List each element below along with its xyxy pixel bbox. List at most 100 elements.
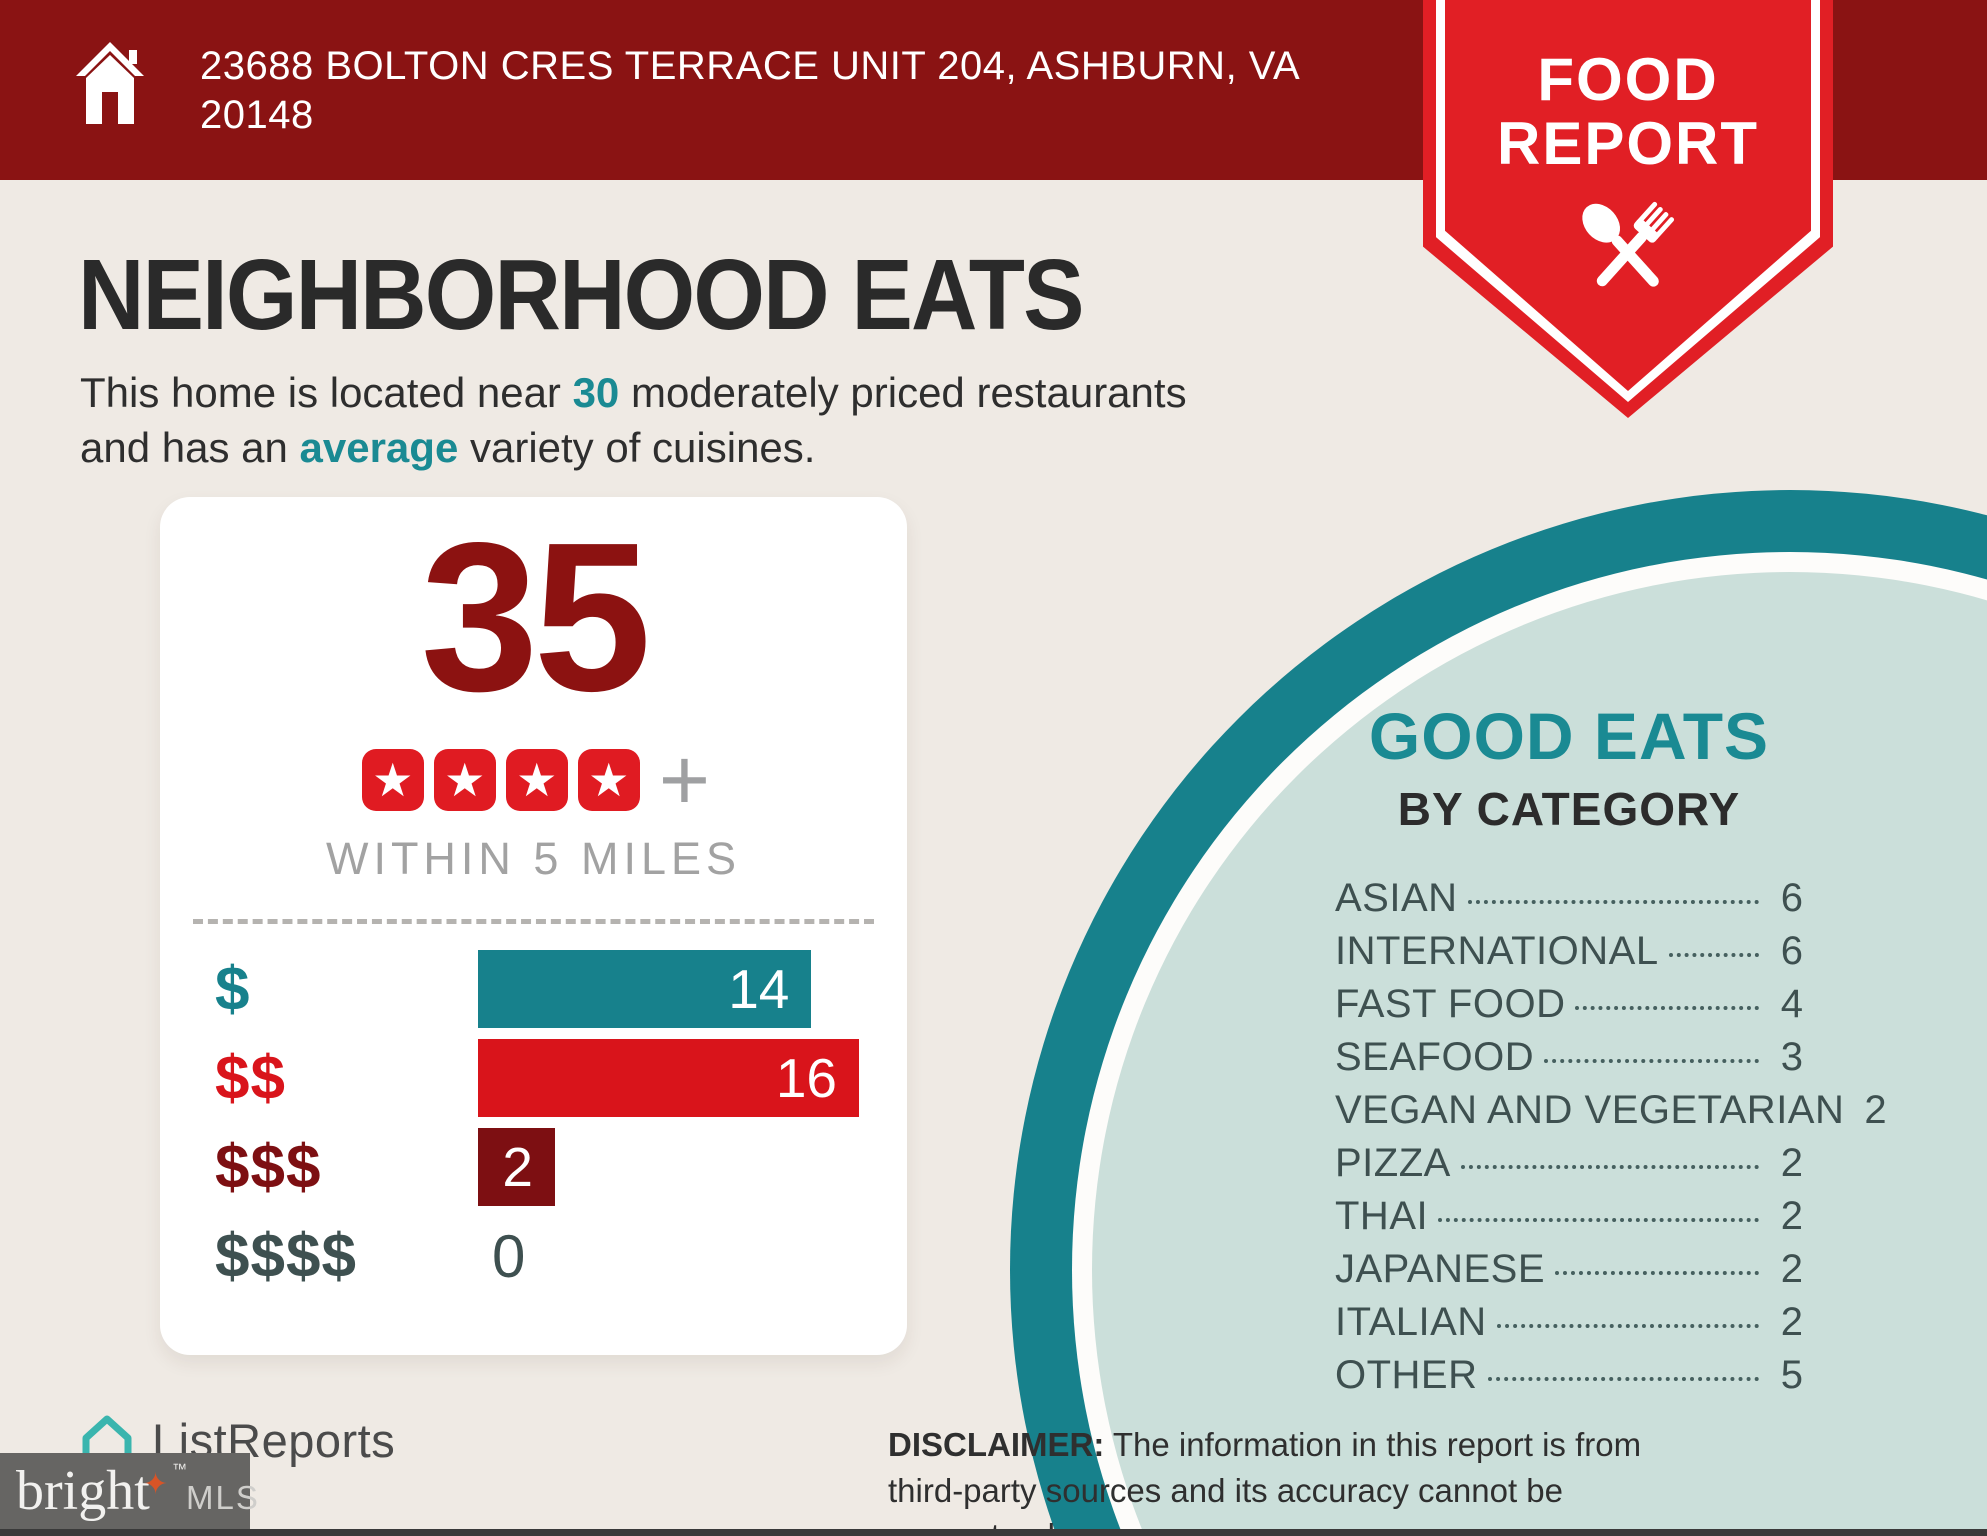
property-address: 23688 BOLTON CRES TERRACE UNIT 204, ASHB… [200,42,1300,140]
house-outline-icon [82,1415,132,1468]
category-value: 2 [1864,1088,1887,1132]
price-label: $ [215,954,251,1024]
intro-restaurant-count: 30 [572,369,620,416]
ribbon-line1: FOOD [1537,46,1719,113]
good-eats-title: GOOD EATS [1368,699,1770,773]
bottom-border [0,1529,1987,1536]
star-icon: ★ [505,749,568,811]
good-eats-subtitle: BY CATEGORY [1397,783,1741,835]
category-value: 4 [1780,982,1803,1026]
ribbon-line2: REPORT [1496,110,1760,177]
category-row: PIZZA 2 [1335,1141,1803,1185]
star-glyph: ★ [588,754,630,806]
category-label: JAPANESE [1335,1247,1545,1291]
mls-wordmark: MLS [186,1479,260,1516]
category-row: ITALIAN 2 [1335,1300,1803,1344]
bar-value: 2 [502,1136,533,1198]
sparkle-icon: ✦ [143,1468,169,1501]
radius-label: WITHIN 5 MILES [325,833,742,884]
category-row: VEGAN AND VEGETARIAN 2 [1335,1088,1887,1132]
page-title: NEIGHBORHOOD EATS [78,239,1084,351]
intro-variety-highlight: average [299,423,459,471]
category-row: SEAFOOD 3 [1335,1035,1803,1079]
price-label: $$$ [215,1132,322,1202]
category-row: OTHER 5 [1335,1353,1803,1397]
star-icon: ★ [361,749,424,811]
disclaimer-text: DISCLAIMER: The information in this repo… [888,1422,1708,1536]
dotted-leader [1668,953,1759,957]
dotted-leader [1467,900,1759,904]
dotted-leader [1575,1006,1759,1010]
home-door [102,92,118,124]
category-label: FAST FOOD [1335,982,1566,1026]
star-glyph: ★ [444,754,486,806]
dotted-leader [1544,1059,1759,1063]
category-label: ASIAN [1335,876,1458,920]
good-eats-circle [1010,490,1987,1536]
address-line1: 23688 BOLTON CRES TERRACE UNIT 204, ASHB… [200,44,1301,88]
dotted-leader [1487,1377,1759,1381]
bar-row-price-1: $ 14 [215,950,874,1028]
intro-seg-2: moderately priced restaurants and has an [80,369,1187,471]
category-value: 2 [1780,1194,1803,1238]
total-restaurants: 35 [420,498,652,735]
dotted-leader [1438,1218,1759,1222]
disclaimer-body: The information in this report is from t… [888,1426,1642,1536]
bar-row-price-3: $$$ 2 [215,1128,874,1206]
good-eats-panel: GOOD EATS BY CATEGORY ASIAN 6 INTERNATION… [1335,698,1887,1406]
bright-mls-logo: bright ✦ ™ MLS [0,1453,258,1536]
category-row: THAI 2 [1335,1194,1803,1238]
category-value: 2 [1780,1247,1803,1291]
category-row: ASIAN 6 [1335,876,1803,920]
intro-seg-1: This home is located near [80,369,573,416]
category-label: INTERNATIONAL [1335,929,1659,973]
bar-track: 14 [478,950,874,1028]
category-label: THAI [1335,1194,1429,1238]
bar-zero-value: 0 [492,1222,526,1290]
category-label: ITALIAN [1335,1300,1487,1344]
dotted-leader [1496,1324,1759,1328]
star-icon: ★ [433,749,496,811]
category-value: 6 [1780,876,1803,920]
disclaimer-label: DISCLAIMER: [888,1426,1105,1463]
category-row: FAST FOOD 4 [1335,982,1803,1026]
dotted-leader [1555,1271,1759,1275]
bar: 14 [478,950,812,1028]
category-list: ASIAN 6 INTERNATIONAL 6 FAST FOOD 4 SEAFOOD… [1335,876,1887,1397]
dashed-divider [193,919,874,924]
address-line2: 20148 [200,92,314,137]
spoon-fork-icon [1582,201,1675,287]
intro-seg-3: variety of cuisines. [458,423,816,471]
category-value: 3 [1780,1035,1803,1079]
bar-value: 14 [728,958,790,1020]
price-level-bar-chart: $ 14 $$ 16 $$$ 2 $$$$ 0 [215,950,874,1295]
category-row: INTERNATIONAL 6 [1335,929,1803,973]
bar: 16 [478,1039,859,1117]
star-glyph: ★ [372,754,414,806]
bar-value: 16 [775,1047,837,1109]
trademark-symbol: ™ [172,1461,187,1478]
restaurant-stats-card: 35 ★ ★ ★ ★ + WITHIN 5 MILES $ 14 $$ 16 [160,497,907,1355]
category-value: 5 [1780,1353,1803,1397]
star-rating: ★ ★ ★ ★ + [160,730,907,829]
price-label: $$ [215,1043,286,1113]
plus-icon: + [658,730,711,829]
category-row: JAPANESE 2 [1335,1247,1803,1291]
star-glyph: ★ [516,754,558,806]
bar-track: 2 [478,1128,874,1206]
ribbon-title: FOOD REPORT [1423,48,1833,176]
price-label: $$$$ [215,1221,357,1291]
category-label: VEGAN AND VEGETARIAN [1335,1088,1845,1132]
category-value: 6 [1780,929,1803,973]
category-value: 2 [1780,1141,1803,1185]
category-label: PIZZA [1335,1141,1451,1185]
bar: 2 [478,1128,555,1206]
bar-track: 16 [478,1039,874,1117]
bar-row-price-4: $$$$ 0 0 [215,1217,874,1295]
dotted-leader [1460,1165,1759,1169]
bright-wordmark: bright [16,1460,150,1522]
star-icon: ★ [577,749,640,811]
bar-track: 0 0 [478,1217,874,1295]
home-icon [76,42,144,124]
